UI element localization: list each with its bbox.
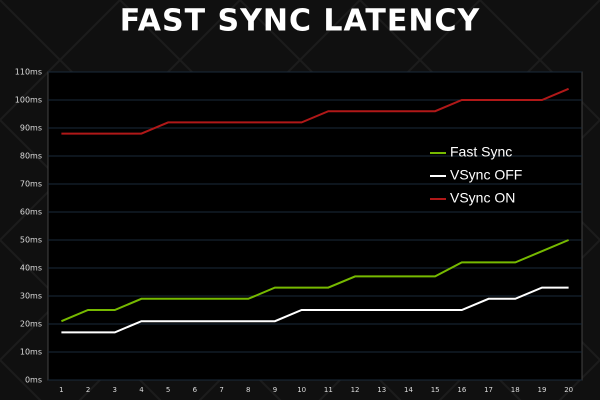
y-tick-label: 20ms [20, 320, 42, 329]
y-tick-label: 50ms [20, 236, 42, 245]
y-tick-label: 40ms [20, 264, 42, 273]
x-tick-label: 3 [113, 386, 117, 394]
x-tick-label: 20 [564, 386, 573, 394]
series-line [61, 286, 569, 334]
y-tick-label: 0ms [25, 376, 42, 385]
x-tick-label: 1 [59, 386, 63, 394]
x-tick-label: 11 [324, 386, 333, 394]
y-tick-label: 60ms [20, 208, 42, 217]
x-tick-label: 2 [86, 386, 90, 394]
x-tick-label: 18 [511, 386, 520, 394]
x-tick-label: 13 [377, 386, 386, 394]
x-tick-label: 4 [139, 386, 144, 394]
y-tick-label: 110ms [15, 68, 42, 77]
x-tick-label: 6 [193, 386, 198, 394]
x-tick-label: 19 [537, 386, 546, 394]
plot-area [47, 71, 583, 381]
y-tick-label: 10ms [20, 348, 42, 357]
series-line [61, 239, 569, 323]
x-tick-label: 16 [457, 386, 466, 394]
series-line [61, 87, 569, 135]
x-tick-label: 5 [166, 386, 170, 394]
x-tick-label: 8 [246, 386, 250, 394]
y-tick-label: 80ms [20, 152, 42, 161]
y-tick-label: 100ms [15, 96, 42, 105]
x-tick-label: 7 [219, 386, 223, 394]
x-tick-label: 14 [404, 386, 413, 394]
legend-label: Fast Sync [450, 144, 512, 160]
x-tick-label: 10 [297, 386, 306, 394]
x-tick-label: 15 [431, 386, 440, 394]
x-tick-label: 9 [273, 386, 277, 394]
legend-label: VSync OFF [450, 167, 522, 183]
y-tick-label: 90ms [20, 124, 42, 133]
legend-label: VSync ON [450, 190, 515, 206]
x-tick-label: 12 [351, 386, 360, 394]
y-tick-label: 30ms [20, 292, 42, 301]
y-tick-label: 70ms [20, 180, 42, 189]
x-tick-label: 17 [484, 386, 493, 394]
chart-title: FAST SYNC LATENCY [120, 4, 481, 39]
